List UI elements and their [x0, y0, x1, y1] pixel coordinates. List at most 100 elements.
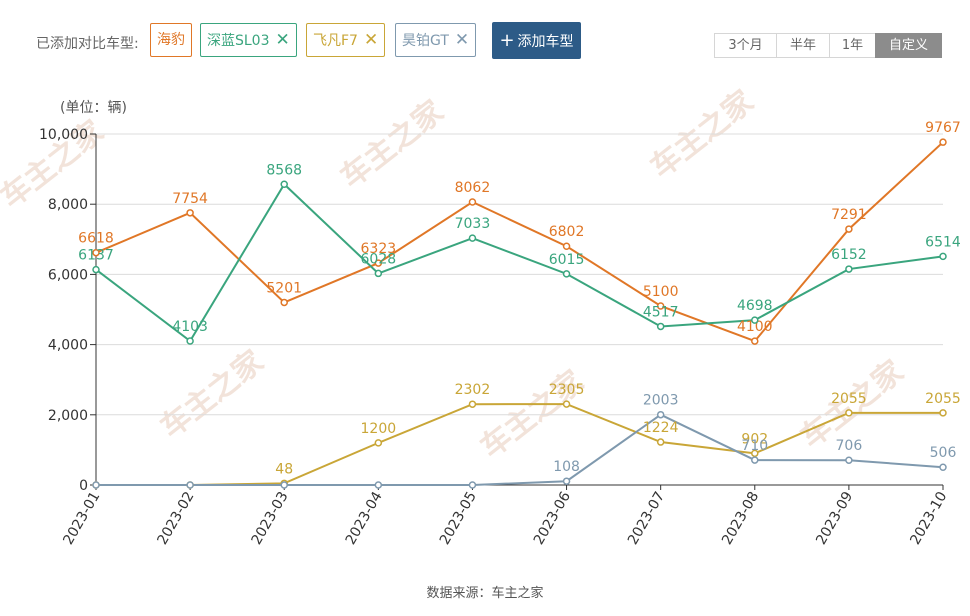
y-tick-label: 6,000 — [48, 267, 88, 283]
chip-shenlan-sl03[interactable]: 深蓝SL03 ✕ — [200, 23, 297, 57]
data-point — [468, 400, 477, 408]
data-label: 4103 — [172, 319, 208, 335]
data-label: 9767 — [925, 120, 961, 136]
data-label: 6152 — [831, 247, 867, 263]
range-custom-button[interactable]: 自定义 — [875, 33, 942, 58]
data-point — [845, 409, 853, 417]
y-unit-label: (单位：辆) — [60, 100, 127, 116]
data-label: 2055 — [925, 391, 961, 407]
chip-label: 海豹 — [157, 32, 185, 48]
plus-icon: + — [499, 30, 515, 51]
data-point — [186, 337, 194, 345]
data-label: 6137 — [78, 248, 114, 264]
data-label: 506 — [930, 445, 957, 461]
data-point — [751, 316, 759, 324]
data-point — [92, 248, 100, 257]
y-tick-label: 4,000 — [48, 338, 88, 354]
data-point — [374, 481, 383, 489]
x-tick-label: 2023-03 — [249, 489, 292, 548]
data-point — [186, 481, 194, 489]
data-point — [939, 463, 947, 471]
time-range-selector: 3个月 半年 1年 自定义 — [714, 33, 942, 58]
x-tick-label: 2023-06 — [531, 489, 574, 548]
data-point — [468, 198, 477, 206]
data-point — [468, 481, 477, 489]
x-tick-label: 2023-08 — [719, 489, 762, 548]
data-point — [939, 409, 947, 417]
data-point — [939, 252, 947, 261]
add-model-label: 添加车型 — [517, 34, 574, 50]
data-label: 6514 — [925, 234, 961, 250]
x-tick-label: 2023-04 — [343, 489, 386, 548]
data-label: 5201 — [266, 280, 302, 296]
data-label: 6802 — [549, 224, 585, 240]
close-icon[interactable]: ✕ — [454, 30, 470, 50]
y-tick-label: 0 — [79, 478, 88, 494]
close-icon[interactable]: ✕ — [275, 30, 290, 50]
data-point — [656, 322, 665, 331]
data-label: 48 — [275, 461, 293, 477]
data-point — [92, 265, 100, 274]
data-point — [656, 438, 665, 446]
data-source-footer: 数据来源：车主之家 — [426, 586, 544, 601]
sales-line-chart: (单位：辆) 0 2,000 4,000 6,000 8,000 10,000 2023-01… — [39, 100, 961, 548]
chip-feifan-f7[interactable]: 飞凡F7 ✕ — [306, 23, 386, 57]
data-point — [374, 259, 383, 267]
data-label: 108 — [553, 459, 580, 475]
range-3-months-button[interactable]: 3个月 — [714, 33, 777, 58]
data-label: 4698 — [737, 298, 773, 314]
data-label: 6323 — [361, 241, 397, 257]
data-label: 710 — [741, 438, 768, 454]
data-point — [374, 269, 383, 278]
close-icon[interactable]: ✕ — [363, 30, 379, 50]
data-label: 2305 — [549, 382, 585, 398]
chip-haibao[interactable]: 海豹 — [150, 23, 192, 57]
data-point — [751, 337, 759, 345]
y-tick-label: 8,000 — [48, 197, 88, 213]
x-tick-label: 2023-07 — [625, 489, 668, 548]
data-label: 4517 — [643, 304, 679, 320]
data-label: 902 — [741, 431, 768, 447]
x-tick-label: 2023-05 — [437, 489, 480, 548]
series-line — [95, 182, 944, 343]
chip-label: 深蓝SL03 — [207, 33, 270, 49]
data-label: 6618 — [78, 231, 114, 247]
data-label: 6028 — [361, 251, 397, 267]
data-point — [845, 225, 853, 233]
data-point — [845, 265, 853, 273]
data-point — [845, 456, 853, 464]
x-tick-label: 2023-09 — [813, 489, 856, 548]
range-half-year-button[interactable]: 半年 — [776, 33, 830, 58]
series-line — [96, 413, 944, 486]
data-point — [562, 270, 571, 278]
range-1-year-button[interactable]: 1年 — [829, 33, 876, 58]
add-model-button[interactable]: + 添加车型 — [492, 22, 581, 59]
data-label: 8568 — [266, 162, 302, 178]
data-point — [280, 298, 288, 307]
data-label: 6015 — [549, 252, 585, 268]
x-tick-label: 2023-01 — [60, 489, 103, 548]
chip-label: 飞凡F7 — [313, 33, 358, 49]
data-point — [468, 234, 477, 242]
data-label: 1224 — [643, 420, 679, 436]
x-tick-label: 2023-02 — [154, 489, 197, 548]
chip-label: 昊铂GT — [402, 33, 449, 49]
data-point — [562, 477, 571, 485]
data-label: 2003 — [643, 393, 679, 409]
data-label: 2055 — [831, 391, 867, 407]
data-label: 7754 — [172, 191, 208, 207]
data-label: 4100 — [737, 319, 773, 335]
x-tick-label: 2023-10 — [907, 489, 950, 548]
data-label: 706 — [836, 438, 863, 454]
data-label: 1200 — [361, 421, 397, 437]
data-point — [562, 242, 571, 250]
data-label: 8062 — [455, 180, 491, 196]
data-point — [939, 138, 947, 146]
data-point — [374, 439, 383, 447]
data-point — [280, 481, 288, 489]
data-point — [92, 481, 100, 489]
series-line — [95, 141, 944, 343]
chip-haobo-gt[interactable]: 昊铂GT ✕ — [395, 23, 477, 57]
data-point — [656, 302, 665, 310]
data-point — [280, 180, 288, 189]
